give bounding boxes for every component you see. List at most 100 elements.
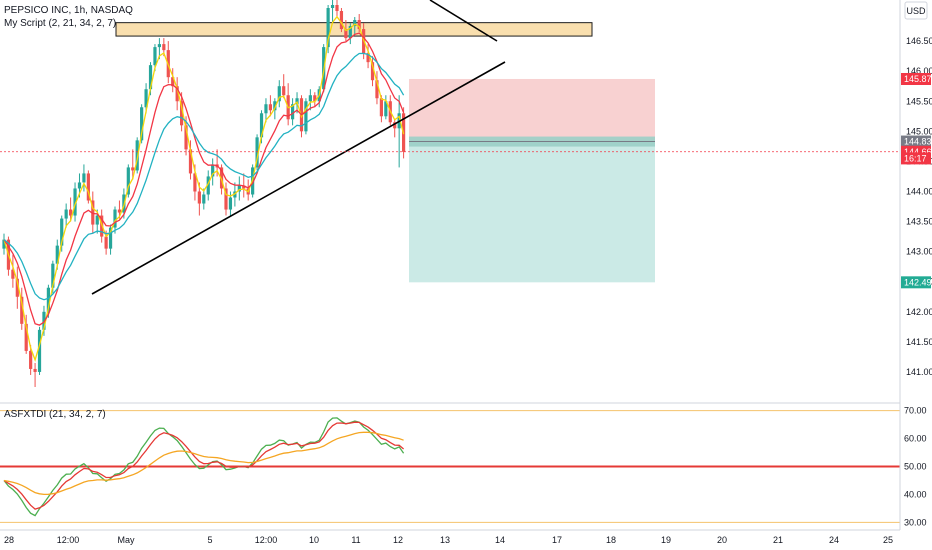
- price-tag: [901, 276, 931, 289]
- candle-body: [282, 86, 286, 96]
- candle-body: [24, 323, 28, 351]
- moving-averages: [3, 15, 405, 362]
- price-tick-label: 145.00: [906, 126, 932, 136]
- candle-body: [335, 5, 339, 12]
- candle-body: [313, 95, 317, 102]
- candle-body: [370, 62, 375, 81]
- indicator-tick-label: 30.00: [904, 517, 927, 527]
- time-tick-label: 12:00: [57, 535, 80, 545]
- price-tag-label: 16:17: [904, 153, 927, 163]
- time-tick-label: 12:00: [255, 535, 278, 545]
- candle-body: [219, 167, 224, 189]
- candle-body: [326, 8, 330, 48]
- indicator-red-line: [3, 421, 405, 510]
- candle-body: [211, 164, 215, 177]
- candle-body: [15, 278, 19, 297]
- candle-body: [104, 236, 108, 249]
- candle-body: [135, 140, 139, 171]
- candle-body: [384, 101, 388, 117]
- script-title[interactable]: My Script (2, 21, 34, 2, 7): [4, 18, 116, 29]
- candle-body: [184, 125, 188, 150]
- price-tick-label: 146.50: [906, 36, 932, 46]
- candle-body: [29, 350, 33, 369]
- time-axis[interactable]: 28 12:00 May 5 12:00 10 11 12 13 14 17 18 19 20 21 24 25: [4, 535, 893, 545]
- candle-body: [339, 11, 344, 30]
- time-tick-label: 12: [393, 535, 403, 545]
- time-tick-label: 11: [351, 535, 360, 545]
- symbol-title[interactable]: PEPSICO INC, 1h, NASDAQ: [4, 5, 133, 16]
- position-zones[interactable]: [409, 78, 655, 283]
- candle-body: [171, 77, 175, 87]
- candle-body: [228, 197, 233, 210]
- candle-body: [193, 173, 197, 192]
- price-tag: [901, 72, 931, 85]
- price-tag: [901, 135, 931, 148]
- candle-body: [308, 95, 312, 102]
- price-tick-label: 143.00: [906, 247, 932, 257]
- candle-body: [344, 29, 348, 39]
- candle-body: [82, 173, 86, 183]
- time-tick-label: 28: [4, 535, 14, 545]
- price-tag: [901, 152, 931, 165]
- candle-body: [37, 329, 42, 372]
- time-tick-label: 5: [207, 535, 212, 545]
- indicator-title[interactable]: ASFXTDI (21, 34, 2, 7): [4, 409, 106, 420]
- candle-body: [268, 104, 272, 111]
- price-tick-label: 141.50: [906, 337, 932, 347]
- candle-body: [131, 167, 135, 171]
- candle-body: [237, 185, 241, 192]
- candle-body: [242, 185, 246, 189]
- time-tick-label: 18: [606, 535, 616, 545]
- candle-body: [46, 287, 50, 312]
- candle-body: [157, 44, 161, 48]
- candle-body: [144, 89, 148, 108]
- candle-body: [140, 107, 144, 141]
- time-tick-label: 10: [309, 535, 319, 545]
- candle-body: [375, 80, 379, 99]
- time-tick-label: 14: [495, 535, 505, 545]
- take-profit-zone[interactable]: [409, 141, 655, 283]
- candle-body: [2, 239, 6, 249]
- candle-body: [91, 200, 95, 225]
- candle-body: [51, 263, 55, 288]
- candle-body: [259, 113, 264, 138]
- time-tick-label: 19: [661, 535, 671, 545]
- price-tag-label: 145.87: [904, 74, 932, 84]
- candle-body: [108, 227, 113, 249]
- candle-body: [224, 188, 228, 210]
- price-tag-label: 142.49: [904, 277, 932, 287]
- time-tick-label: 24: [829, 535, 839, 545]
- time-tick-label: 20: [717, 535, 727, 545]
- candle-body: [202, 194, 206, 204]
- stop-loss-zone[interactable]: [409, 78, 655, 142]
- candle-body: [366, 53, 370, 63]
- candle-body: [126, 167, 130, 195]
- support-trendline[interactable]: [91, 61, 506, 295]
- indicator-tick-label: 60.00: [904, 434, 927, 444]
- candle-body: [117, 209, 122, 213]
- price-tick-label: 145.50: [906, 96, 932, 106]
- candle-body: [277, 86, 281, 102]
- indicator-tick-label: 40.00: [904, 489, 927, 499]
- candle-body: [162, 44, 166, 51]
- indicator-tick-label: 50.00: [904, 462, 927, 472]
- candle-body: [197, 191, 201, 204]
- candle-body: [379, 98, 383, 117]
- price-tick-label: 146.00: [906, 66, 932, 76]
- candle-body: [264, 104, 268, 114]
- currency-badge[interactable]: [904, 1, 928, 20]
- candle-body: [60, 218, 64, 246]
- candle-body: [113, 209, 117, 228]
- resistance-trendline[interactable]: [429, 0, 498, 42]
- time-tick-label: 25: [883, 535, 893, 545]
- price-tick-label: 143.50: [906, 217, 932, 227]
- indicator-axis[interactable]: 70.00 60.00 50.00 40.00 30.00: [904, 406, 927, 528]
- indicator-tick-label: 70.00: [904, 406, 927, 416]
- candle-body: [180, 101, 184, 126]
- candle-body: [77, 182, 82, 189]
- price-tick-label: 144.00: [906, 186, 932, 196]
- candle-body: [255, 137, 259, 168]
- candle-body: [357, 20, 361, 30]
